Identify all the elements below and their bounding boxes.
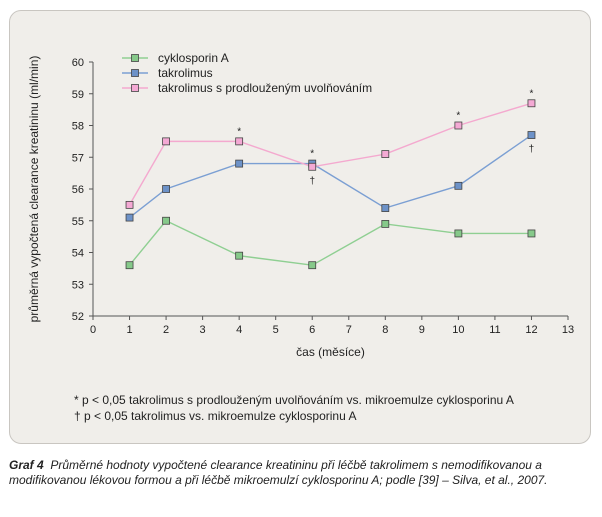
series-1-point bbox=[162, 185, 170, 193]
legend-label-1: takrolimus bbox=[158, 66, 213, 80]
series-0-point bbox=[527, 229, 536, 238]
significance-marker: * bbox=[530, 88, 534, 99]
caption-label: Graf 4 bbox=[9, 458, 44, 472]
series-0-point bbox=[454, 229, 463, 238]
legend-label-0: cyklosporin A bbox=[158, 51, 229, 65]
series-0-point bbox=[125, 261, 134, 270]
y-tick-label: 59 bbox=[72, 89, 84, 101]
significance-marker: † bbox=[309, 176, 315, 187]
series-line-1 bbox=[129, 134, 532, 219]
series-2-point bbox=[527, 99, 536, 108]
y-tick-label: 58 bbox=[72, 121, 84, 133]
x-tick-label: 12 bbox=[525, 324, 537, 336]
series-1-point bbox=[527, 131, 536, 139]
series-0-point bbox=[235, 251, 244, 260]
x-tick-label: 9 bbox=[419, 324, 425, 336]
y-tick-label: 57 bbox=[72, 152, 84, 164]
series-0-point bbox=[162, 216, 170, 225]
x-tick-label: 13 bbox=[562, 324, 574, 336]
series-1-point bbox=[235, 159, 244, 168]
x-tick-label: 0 bbox=[90, 324, 96, 336]
legend-label-2: takrolimus s prodlouženým uvolňováním bbox=[158, 81, 372, 95]
series-line-2 bbox=[128, 102, 532, 206]
series-2-point bbox=[308, 162, 317, 171]
series-1-point bbox=[125, 213, 134, 222]
x-tick-label: 1 bbox=[126, 324, 132, 336]
series-2-point bbox=[381, 150, 390, 158]
chart-panel: 52 53 54 55 56 57 58 59 60 0 1 2 3 4 5 6 7 8 9 10 11 12 13 čas … bbox=[9, 10, 591, 444]
significance-marker: * bbox=[310, 149, 314, 160]
y-axis-title: průměrná vypočtená clearance kreatininu … bbox=[27, 56, 41, 323]
series-1-point bbox=[381, 204, 390, 212]
series-line-0 bbox=[128, 219, 532, 266]
series-1-point bbox=[454, 181, 463, 190]
footnotes: * p < 0,05 takrolimus s prodlouženým uvo… bbox=[74, 392, 514, 424]
footnote-dagger: † p < 0,05 takrolimus vs. mikroemulze cy… bbox=[74, 409, 357, 423]
legend-marker-0 bbox=[131, 54, 139, 62]
series-2-point bbox=[125, 200, 134, 209]
significance-marker: † bbox=[529, 144, 535, 155]
y-tick-label: 52 bbox=[72, 311, 84, 323]
y-tick-label: 60 bbox=[72, 57, 84, 69]
significance-marker: * bbox=[456, 111, 460, 122]
caption-text: Průměrné hodnoty vypočtené clearance kre… bbox=[9, 458, 548, 487]
x-tick-label: 6 bbox=[309, 324, 315, 336]
series-0-point bbox=[381, 220, 390, 228]
x-tick-label: 11 bbox=[489, 324, 500, 336]
x-tick-label: 4 bbox=[236, 324, 242, 336]
figure-caption: Graf 4 Průměrné hodnoty vypočtené cleara… bbox=[9, 458, 594, 488]
x-tick-label: 8 bbox=[382, 324, 388, 336]
y-tick-label: 53 bbox=[72, 279, 84, 291]
x-tick-label: 5 bbox=[273, 324, 279, 336]
y-tick-label: 55 bbox=[72, 216, 84, 228]
series-0-point bbox=[308, 261, 317, 270]
x-tick-label: 10 bbox=[452, 324, 464, 336]
x-tick-label: 7 bbox=[346, 324, 352, 336]
series-2-point bbox=[454, 121, 463, 130]
series-2-point bbox=[235, 137, 244, 146]
footnote-star: * p < 0,05 takrolimus s prodlouženým uvo… bbox=[74, 393, 514, 407]
significance-marker: * bbox=[237, 126, 241, 137]
legend-marker-1 bbox=[131, 69, 139, 77]
y-tick-label: 56 bbox=[72, 184, 84, 196]
x-tick-label: 2 bbox=[163, 324, 169, 336]
x-axis-title: čas (měsíce) bbox=[296, 345, 365, 359]
legend-marker-2 bbox=[131, 84, 139, 92]
series-2-point bbox=[162, 137, 170, 146]
y-tick-label: 54 bbox=[72, 248, 84, 260]
x-tick-label: 3 bbox=[200, 324, 206, 336]
